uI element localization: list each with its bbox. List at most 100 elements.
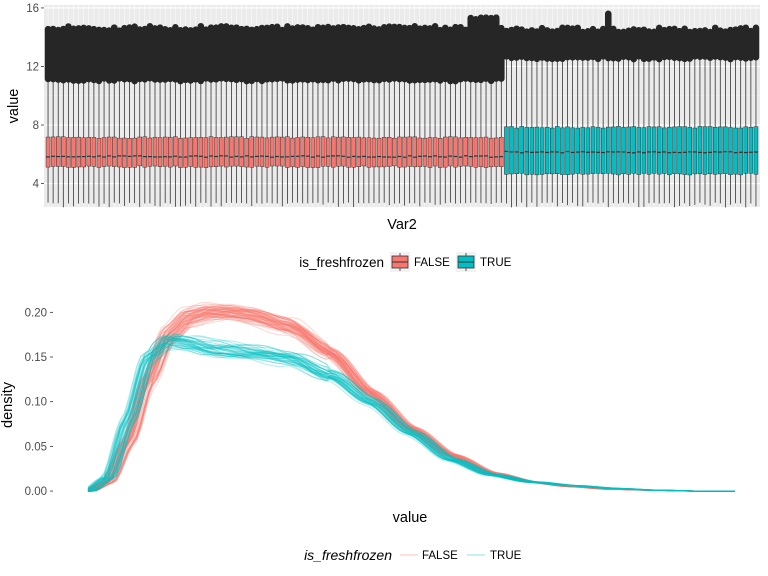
density-line (87, 345, 735, 492)
box-iqr (203, 137, 209, 168)
box-iqr (229, 136, 234, 167)
box-true (625, 27, 632, 204)
box-iqr (453, 136, 458, 168)
box-true (564, 24, 571, 206)
density-line (88, 310, 735, 492)
box-iqr (173, 136, 178, 167)
density-line (88, 313, 735, 492)
density-line (87, 342, 735, 492)
box-false (202, 26, 210, 204)
density-line (87, 339, 735, 492)
density-line (87, 315, 735, 492)
box-iqr (137, 136, 142, 167)
box-iqr (45, 136, 51, 168)
density-line (87, 306, 735, 492)
box-false (263, 24, 271, 203)
box-iqr (626, 126, 631, 175)
box-iqr (91, 137, 97, 167)
box-iqr (325, 137, 331, 167)
box-true (732, 26, 739, 204)
density-line (88, 310, 735, 492)
density-line (87, 342, 735, 492)
box-iqr (611, 126, 616, 175)
box-iqr (381, 137, 387, 168)
density-line (87, 313, 735, 492)
box-iqr (320, 136, 326, 167)
box-false (279, 26, 286, 207)
box-iqr (667, 127, 672, 176)
box-iqr (55, 136, 61, 167)
density-line (87, 309, 735, 492)
box-true (655, 24, 663, 204)
boxplot-legend-key-false (390, 252, 410, 272)
box-false (75, 25, 82, 204)
density-line (87, 303, 735, 492)
density-line (87, 308, 735, 492)
density-line (87, 313, 735, 492)
box-false (121, 24, 128, 206)
box-iqr (656, 126, 662, 175)
box-false (141, 25, 149, 204)
boxplot-legend-key-true (456, 252, 476, 272)
box-true (518, 26, 525, 203)
box-false (228, 24, 235, 203)
density-line (87, 310, 735, 492)
density-line (87, 339, 735, 492)
box-iqr (707, 126, 713, 175)
box-true (722, 28, 729, 208)
box-false (60, 25, 67, 208)
box-iqr (50, 136, 56, 167)
box-iqr (448, 136, 453, 167)
box-false (477, 14, 485, 204)
box-false (151, 25, 159, 206)
box-iqr (437, 138, 443, 168)
box-true (604, 10, 612, 208)
box-iqr (636, 127, 642, 175)
box-iqr (595, 127, 601, 174)
box-false (116, 27, 123, 204)
density-line (87, 315, 735, 492)
density-line (87, 339, 735, 492)
density-y-tick-label: 0.00 (25, 486, 47, 498)
box-iqr (259, 136, 265, 167)
box-false (95, 26, 103, 207)
density-legend-label-false: FALSE (422, 550, 458, 562)
box-false (452, 23, 459, 204)
box-iqr (539, 127, 545, 175)
box-iqr (443, 136, 448, 168)
box-iqr (162, 136, 168, 167)
density-y-axis-label: density (0, 381, 16, 428)
box-false (492, 14, 500, 203)
density-line (87, 308, 735, 492)
box-true (676, 27, 683, 206)
box-false (294, 24, 301, 203)
box-iqr (631, 126, 636, 174)
box-false (253, 25, 261, 204)
box-false (223, 23, 230, 203)
box-iqr (748, 126, 754, 174)
boxplot-y-tick-label: 16 (26, 3, 39, 15)
box-false (487, 14, 495, 205)
density-line (87, 335, 735, 492)
density-line (88, 316, 735, 492)
box-true (640, 26, 648, 207)
box-true (747, 27, 755, 204)
boxplot-boxes (44, 10, 760, 208)
density-y-tick-label: 0.05 (25, 441, 47, 453)
box-false (65, 23, 72, 204)
density-lines (87, 301, 735, 492)
box-iqr (723, 126, 728, 174)
box-false (380, 24, 388, 203)
box-iqr (407, 136, 412, 167)
box-iqr (641, 127, 647, 174)
box-iqr (331, 136, 336, 168)
density-line (87, 309, 735, 492)
box-iqr (672, 126, 677, 174)
density-line (87, 308, 735, 492)
box-false (70, 25, 77, 207)
density-y-tick-label: 0.15 (25, 352, 47, 364)
box-iqr (178, 137, 183, 168)
density-line (87, 342, 735, 492)
box-iqr (509, 126, 514, 175)
box-true (681, 25, 688, 204)
